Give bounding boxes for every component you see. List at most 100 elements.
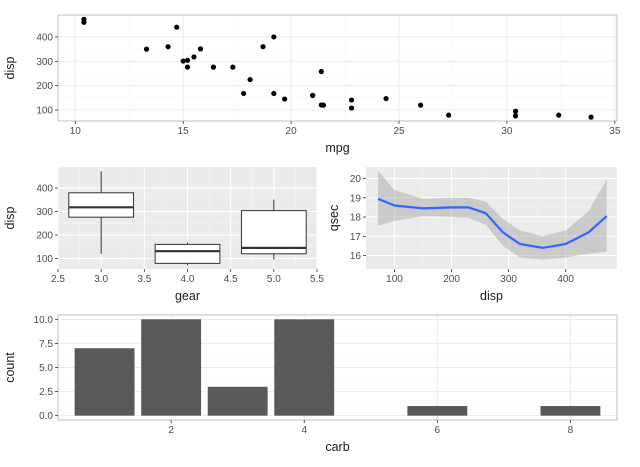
- smooth-gridlines: [366, 167, 617, 269]
- box-gear-5: [240, 199, 307, 260]
- smooth-axes: 100 200 300 400 16 17 18 19 20 disp qsec: [327, 174, 574, 303]
- bar-carb-6: [407, 406, 468, 416]
- scatter-point: [230, 64, 236, 70]
- scatter-point: [588, 114, 594, 120]
- bar-carb-2: [141, 319, 202, 416]
- bar-axes: 2 4 6 8 0.0 2.5 5.0 7.5 10.0 carb count: [3, 315, 574, 454]
- boxplot-panel: 2.5 3.0 3.5 4.0 4.5 5.0 5.5 100 200 300 400 gear dis…: [3, 167, 324, 303]
- boxplot-x-tick-label: 3.5: [137, 274, 151, 285]
- boxplot-x-tick-label: 4.0: [181, 274, 195, 285]
- smooth-data: [377, 170, 608, 260]
- scatter-plot-background: [58, 15, 617, 121]
- scatter-panel-border: [57, 14, 618, 122]
- confidence-ribbon: [378, 170, 607, 260]
- bar-carb-8: [540, 406, 601, 416]
- bar-y-tick-label: 0.0: [39, 411, 53, 422]
- bar-x-tick-label: 6: [435, 425, 441, 436]
- bar-y-tick-label: 7.5: [39, 339, 53, 350]
- bar-y-axis-title: count: [3, 352, 17, 383]
- scatter-point: [383, 95, 389, 102]
- boxplot-y-tick-label: 400: [36, 184, 53, 195]
- scatter-point: [348, 105, 355, 111]
- smooth-line: [377, 197, 608, 249]
- boxplot-x-tick-label: 5.5: [310, 274, 324, 285]
- scatter-point: [318, 68, 324, 75]
- scatter-panel: 10 15 20 25 30 35 100 200 300 400 mpg disp: [3, 14, 621, 155]
- scatter-point: [271, 90, 277, 97]
- boxplot-axes: 2.5 3.0 3.5 4.0 4.5 5.0 5.5 100 200 300 400 gear dis…: [3, 184, 324, 303]
- scatter-point: [310, 92, 316, 99]
- scatter-point: [320, 102, 327, 108]
- scatter-point: [247, 76, 253, 83]
- scatter-x-tick-label: 25: [393, 126, 405, 137]
- bar-data: [74, 319, 601, 416]
- bar-carb-1: [74, 348, 135, 416]
- bar-x-tick-label: 4: [301, 425, 307, 436]
- scatter-point: [184, 64, 191, 70]
- smooth-y-tick-label: 20: [350, 174, 362, 185]
- boxplot-x-axis-title: gear: [175, 289, 200, 303]
- boxplot-y-tick-label: 300: [36, 207, 53, 218]
- smooth-x-tick-label: 400: [557, 274, 574, 285]
- scatter-data: [81, 16, 594, 120]
- smooth-y-axis-title: qsec: [327, 205, 341, 231]
- bar-x-axis-title: carb: [325, 440, 349, 454]
- scatter-point: [81, 19, 87, 25]
- boxplot-data: [68, 171, 307, 266]
- smooth-y-tick-label: 18: [350, 213, 362, 224]
- scatter-x-axis-title: mpg: [325, 141, 349, 155]
- scatter-gridlines: [58, 15, 617, 121]
- box-body: [68, 192, 135, 218]
- scatter-point: [512, 113, 519, 119]
- scatter-x-tick-label: 20: [286, 126, 298, 137]
- scatter-axes: 10 15 20 25 30 35 100 200 300 400 mpg disp: [3, 32, 621, 155]
- scatter-x-tick-label: 15: [178, 126, 190, 137]
- scatter-point: [165, 44, 171, 50]
- boxplot-x-tick-label: 2.5: [51, 274, 65, 285]
- box-gear-3: [68, 171, 135, 254]
- scatter-point: [143, 46, 150, 52]
- scatter-point: [191, 54, 197, 60]
- bar-y-tick-label: 5.0: [39, 363, 53, 374]
- bar-y-tick-label: 10.0: [34, 315, 54, 326]
- bar-carb-4: [274, 319, 335, 416]
- bar-y-tick-label: 2.5: [39, 387, 53, 398]
- scatter-point: [282, 96, 288, 102]
- scatter-point: [271, 34, 277, 40]
- bar-carb-3: [207, 386, 268, 416]
- scatter-x-tick-label: 10: [70, 126, 82, 137]
- boxplot-y-tick-label: 200: [36, 231, 53, 242]
- scatter-point: [417, 102, 424, 108]
- box-gear-4: [154, 242, 221, 266]
- smooth-x-axis-title: disp: [480, 289, 503, 303]
- smooth-y-tick-label: 17: [350, 232, 362, 243]
- smooth-y-tick-label: 19: [350, 193, 362, 204]
- smooth-x-tick-label: 200: [443, 274, 460, 285]
- boxplot-y-tick-label: 100: [36, 254, 53, 265]
- boxplot-x-tick-label: 3.0: [94, 274, 108, 285]
- box-body: [154, 243, 221, 264]
- scatter-y-tick-label: 200: [36, 81, 53, 92]
- scatter-point: [210, 64, 216, 70]
- scatter-point: [197, 46, 204, 52]
- boxplot-x-tick-label: 4.5: [224, 274, 238, 285]
- scatter-y-tick-label: 100: [36, 106, 53, 117]
- scatter-point: [512, 108, 519, 114]
- boxplot-y-axis-title: disp: [3, 206, 17, 229]
- bar-x-tick-label: 2: [168, 425, 174, 436]
- scatter-point: [184, 57, 191, 63]
- box-body: [240, 210, 307, 255]
- scatter-y-tick-label: 400: [36, 32, 53, 43]
- smooth-x-tick-label: 100: [386, 274, 403, 285]
- bar-panel: 2 4 6 8 0.0 2.5 5.0 7.5 10.0 carb count: [3, 314, 618, 454]
- bar-x-tick-label: 8: [568, 425, 574, 436]
- scatter-y-tick-label: 300: [36, 57, 53, 68]
- scatter-x-tick-label: 35: [609, 126, 621, 137]
- scatter-point: [241, 90, 247, 97]
- smooth-panel: 100 200 300 400 16 17 18 19 20 disp qsec: [327, 167, 617, 303]
- smooth-y-tick-label: 16: [350, 251, 362, 262]
- boxplot-x-tick-label: 5.0: [267, 274, 281, 285]
- scatter-point: [260, 44, 266, 50]
- scatter-point: [446, 112, 452, 118]
